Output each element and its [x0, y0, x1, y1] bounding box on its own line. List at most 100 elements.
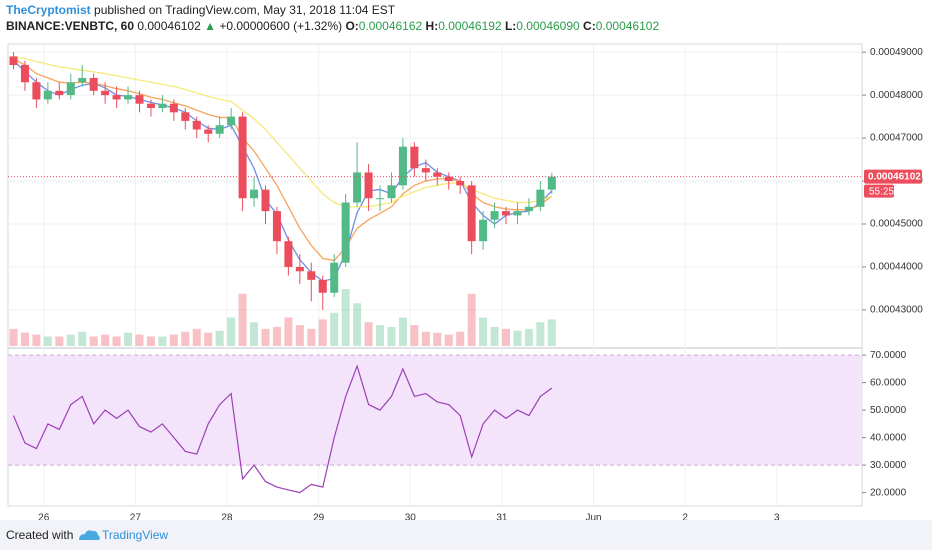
- candle-body: [261, 189, 270, 212]
- author[interactable]: TheCryptomist: [6, 3, 91, 17]
- x-tick-label: 2: [682, 513, 688, 520]
- header: TheCryptomist published on TradingView.c…: [6, 2, 659, 34]
- y-tick-label: 0.00043000: [870, 305, 923, 316]
- candle-body: [467, 185, 476, 242]
- arrow: ▲: [204, 19, 216, 33]
- c-label: C:: [583, 19, 596, 33]
- volume-bar: [513, 330, 522, 346]
- volume-bar: [169, 334, 178, 346]
- volume-bar: [261, 328, 270, 346]
- volume-bar: [364, 322, 373, 346]
- volume-bar: [341, 289, 350, 346]
- volume-bar: [204, 332, 213, 346]
- volume-bar: [398, 317, 407, 346]
- volume-bar: [32, 334, 41, 346]
- volume-bar: [181, 331, 190, 346]
- candle-body: [387, 185, 396, 199]
- brand[interactable]: TradingView: [102, 528, 169, 542]
- candle-body: [124, 95, 133, 100]
- candle-body: [547, 176, 556, 190]
- published: published on TradingView.com, May 31, 20…: [90, 3, 396, 17]
- y-tick-label: 40.0000: [870, 432, 907, 443]
- candle-body: [353, 172, 362, 203]
- y-tick-label: 0.00049000: [870, 47, 923, 58]
- volume-bar: [55, 336, 64, 346]
- y-tick-label: 50.0000: [870, 405, 907, 416]
- o-label: O:: [345, 19, 359, 33]
- candle-body: [66, 82, 75, 96]
- candle-body: [490, 211, 499, 220]
- volume-bar: [444, 334, 453, 346]
- candle-body: [20, 65, 29, 83]
- volume-bar: [227, 317, 236, 346]
- candle-body: [272, 211, 281, 242]
- volume-bar: [20, 332, 29, 346]
- symbol: BINANCE:VENBTC, 60: [6, 19, 135, 33]
- countdown-tag: [864, 184, 894, 198]
- volume-bar: [330, 312, 339, 346]
- candle-body: [536, 189, 545, 207]
- candle-body: [513, 211, 522, 216]
- frame: [7, 43, 863, 507]
- y-tick-label: 0.00044000: [870, 262, 923, 273]
- volume-bar: [284, 317, 293, 346]
- y-tick-label: 0.00047000: [870, 133, 923, 144]
- volume-bar: [9, 328, 18, 346]
- candle-body: [364, 172, 373, 199]
- volume-bar: [192, 328, 201, 346]
- price-tag: [864, 169, 922, 184]
- x-tick-label: 30: [405, 513, 417, 520]
- volume-bar: [43, 336, 52, 346]
- candle-body: [169, 103, 178, 113]
- y-tick-label: 0.00045000: [870, 219, 923, 230]
- x-tick-label: 26: [38, 513, 50, 520]
- y-tick-label: 60.0000: [870, 377, 907, 388]
- candle-body: [55, 90, 64, 96]
- volume-bar: [410, 325, 419, 346]
- volume-bar: [479, 317, 488, 346]
- candle-body: [250, 189, 259, 199]
- o: 0.00046162: [358, 19, 423, 33]
- rsi-band: [8, 355, 862, 466]
- volume-bar: [524, 328, 533, 346]
- volume-bar: [250, 322, 259, 346]
- volume-bar: [101, 334, 110, 346]
- candle-body: [78, 77, 87, 83]
- candle-body: [479, 219, 488, 242]
- price-tag-label: 0.00046102: [868, 171, 921, 182]
- volume-bar: [238, 293, 247, 346]
- volume-bar: [502, 328, 511, 346]
- candle-body: [146, 103, 155, 109]
- volume-bar: [272, 327, 281, 346]
- candle-body: [158, 103, 167, 109]
- c: 0.00046102: [595, 19, 660, 33]
- candle-body: [524, 206, 533, 212]
- countdown: 55:25: [869, 186, 894, 197]
- x-tick-label: 3: [774, 513, 780, 520]
- chart: 26 27 28 29 30 31 Jun 2 3 0.00043000 0.00044000 0.0…: [7, 43, 923, 520]
- candle-body: [181, 112, 190, 121]
- candle-body: [318, 279, 327, 293]
- candle-body: [284, 241, 293, 267]
- change: +0.00000600 (+1.32%): [219, 19, 343, 33]
- candle-body: [227, 116, 236, 126]
- volume-bar: [135, 334, 144, 346]
- candle-body: [295, 266, 304, 272]
- y-tick-label: 20.0000: [870, 487, 907, 498]
- candle-body: [43, 90, 52, 100]
- candle-body: [341, 202, 350, 263]
- price: 0.00046102: [137, 19, 201, 33]
- candle-body: [112, 95, 121, 100]
- y-tick-label: 30.0000: [870, 460, 907, 471]
- volume-bar: [295, 325, 304, 346]
- logo: [79, 530, 100, 540]
- volume-bar: [89, 336, 98, 346]
- candle-body: [204, 129, 213, 134]
- candle-body: [135, 95, 144, 104]
- h: 0.00046192: [438, 19, 502, 33]
- candle-body: [32, 82, 41, 100]
- rsi-line: [12, 364, 553, 494]
- candle-body: [307, 271, 316, 280]
- volume-bar: [158, 336, 167, 346]
